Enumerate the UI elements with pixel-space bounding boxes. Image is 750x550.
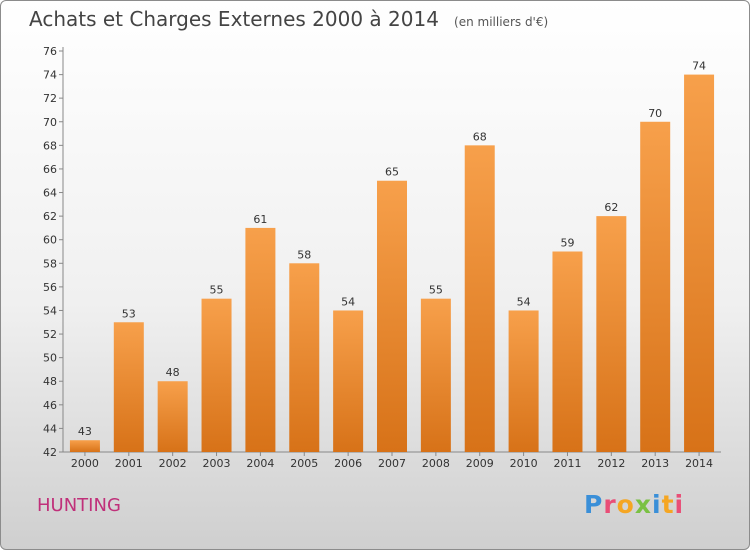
logo-letter: r — [603, 490, 617, 519]
x-tick-label: 2001 — [115, 457, 143, 470]
bar-2005 — [289, 263, 320, 452]
y-tick-label: 44 — [43, 422, 57, 435]
x-tick-label: 2009 — [466, 457, 494, 470]
bar-value-label: 59 — [560, 237, 574, 250]
y-tick-label: 60 — [43, 234, 57, 247]
chart-unit: (en milliers d'€) — [454, 15, 549, 29]
y-tick-label: 48 — [43, 375, 57, 388]
y-tick-label: 68 — [43, 139, 57, 152]
bar-value-label: 58 — [297, 248, 311, 261]
bar-value-label: 54 — [341, 295, 355, 308]
bar-value-label: 65 — [385, 166, 399, 179]
chart-title: Achats et Charges Externes 2000 à 2014 — [29, 7, 439, 31]
bar-2012 — [596, 216, 627, 452]
bar-value-label: 48 — [166, 366, 180, 379]
bar-value-label: 53 — [122, 307, 136, 320]
x-tick-label: 2010 — [510, 457, 538, 470]
bar-2008 — [420, 298, 451, 452]
x-tick-label: 2002 — [159, 457, 187, 470]
x-tick-label: 2007 — [378, 457, 406, 470]
logo-letter: i — [652, 490, 662, 519]
bar-2004 — [245, 227, 276, 452]
y-tick-label: 58 — [43, 257, 57, 270]
bar-2013 — [640, 121, 671, 452]
logo-letter: t — [661, 490, 675, 519]
x-tick-label: 2013 — [641, 457, 669, 470]
logo-letter: x — [634, 490, 652, 519]
x-tick-label: 2003 — [203, 457, 231, 470]
logo-letter: o — [616, 490, 635, 519]
y-tick-label: 70 — [43, 116, 57, 129]
bar-value-label: 54 — [517, 295, 531, 308]
x-tick-label: 2008 — [422, 457, 450, 470]
x-tick-label: 2004 — [246, 457, 274, 470]
y-tick-label: 64 — [43, 187, 57, 200]
x-tick-label: 2014 — [685, 457, 713, 470]
y-tick-label: 54 — [43, 304, 57, 317]
y-tick-label: 72 — [43, 92, 57, 105]
logo-letter: P — [584, 490, 604, 519]
bar-value-label: 62 — [604, 201, 618, 214]
bar-2007 — [377, 180, 407, 452]
y-tick-label: 62 — [43, 210, 57, 223]
commune-name: HUNTING — [37, 495, 121, 516]
bar-2006 — [333, 310, 364, 452]
y-tick-label: 56 — [43, 281, 57, 294]
bar-value-label: 55 — [210, 284, 224, 297]
x-tick-label: 2005 — [290, 457, 318, 470]
bar-2002 — [157, 381, 188, 452]
bar-2011 — [552, 251, 583, 452]
y-tick-label: 42 — [43, 446, 57, 459]
chart-header: Achats et Charges Externes 2000 à 2014 (… — [29, 7, 548, 31]
bar-2009 — [464, 145, 495, 452]
y-tick-label: 46 — [43, 399, 57, 412]
bar-value-label: 55 — [429, 284, 443, 297]
logo-letter: i — [674, 490, 685, 519]
bar-2003 — [201, 298, 232, 452]
bar-2001 — [113, 322, 144, 452]
x-tick-label: 2000 — [71, 457, 99, 470]
y-tick-label: 74 — [43, 69, 57, 82]
bar-2010 — [508, 310, 539, 452]
y-tick-label: 76 — [43, 45, 57, 58]
x-tick-label: 2011 — [553, 457, 581, 470]
chart-bars: 43 53 48 55 61 58 54 65 55 68 54 59 62 70 74 — [69, 60, 715, 453]
bar-2000 — [69, 440, 100, 452]
bar-value-label: 43 — [78, 425, 92, 438]
y-tick-label: 52 — [43, 328, 57, 341]
bar-value-label: 70 — [648, 107, 662, 120]
y-tick-label: 66 — [43, 163, 57, 176]
bar-value-label: 61 — [253, 213, 267, 226]
x-tick-label: 2012 — [597, 457, 625, 470]
proxiti-logo: Proxiti — [584, 490, 684, 519]
bar-value-label: 74 — [692, 60, 706, 73]
bar-value-label: 68 — [473, 130, 487, 143]
x-tick-label: 2006 — [334, 457, 362, 470]
chart-axes: 42 44 46 48 50 52 54 56 58 60 62 64 66 68 70 72 74 76 2000… — [43, 45, 721, 470]
bar-2014 — [684, 74, 715, 453]
y-tick-label: 50 — [43, 352, 57, 365]
